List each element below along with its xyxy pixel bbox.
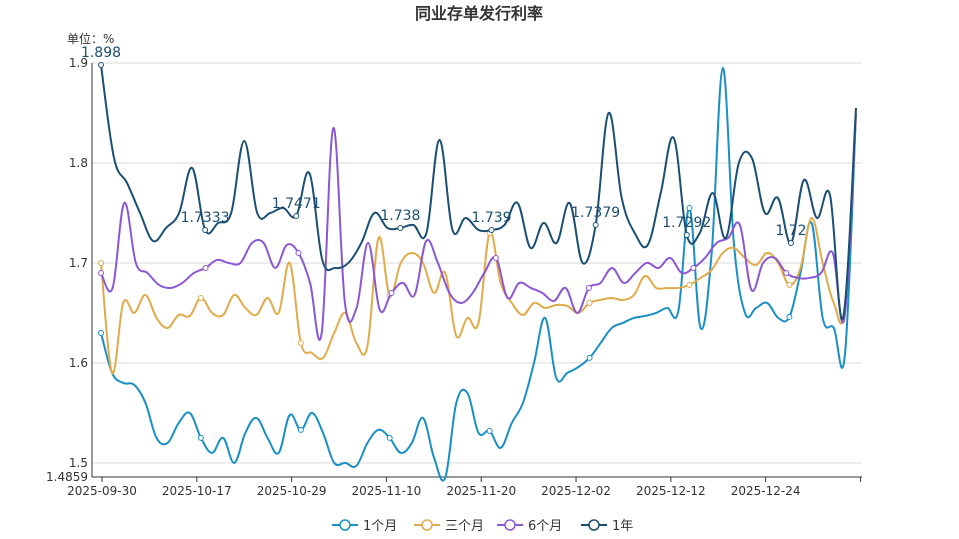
x-tick-label: 2025-12-24 bbox=[731, 484, 801, 498]
legend-label: 三个月 bbox=[445, 519, 484, 534]
series-point-marker bbox=[98, 61, 104, 68]
series-point-marker bbox=[586, 299, 593, 306]
series-point-marker bbox=[197, 434, 204, 441]
series-point-marker bbox=[585, 284, 592, 291]
series-point-marker bbox=[683, 231, 690, 238]
x-tick-label: 2025-11-10 bbox=[352, 484, 422, 498]
legend-circle-icon bbox=[339, 519, 351, 531]
legend-item-2[interactable]: 三个月 bbox=[414, 519, 484, 534]
series-line bbox=[100, 66, 857, 482]
series-point-marker bbox=[786, 281, 793, 288]
x-tick-label: 2025-10-17 bbox=[162, 484, 232, 498]
legend-circle-icon bbox=[421, 519, 433, 531]
series-point-marker bbox=[197, 294, 204, 301]
series-point-marker bbox=[486, 427, 493, 434]
y-tick-label: 1.4859 bbox=[46, 470, 88, 484]
data-label: 1.7292 bbox=[662, 215, 711, 231]
legend-label: 1年 bbox=[612, 519, 633, 534]
data-label: 1.898 bbox=[81, 45, 121, 61]
series-2 bbox=[98, 112, 857, 375]
x-tick-label: 2025-12-02 bbox=[541, 484, 611, 498]
data-label: 1.7333 bbox=[181, 210, 230, 226]
series-1 bbox=[98, 66, 857, 482]
series-point-marker bbox=[686, 281, 693, 288]
series-point-marker bbox=[293, 212, 300, 219]
series-point-marker bbox=[686, 204, 693, 211]
series-point-marker bbox=[397, 224, 404, 231]
y-tick-label: 1.5 bbox=[69, 456, 88, 470]
series-point-marker bbox=[98, 329, 104, 336]
series-point-marker bbox=[783, 269, 790, 276]
series-point-marker bbox=[295, 249, 302, 256]
series-point-marker bbox=[202, 264, 209, 271]
legend[interactable]: 1个月 三个月 6个月 1年 bbox=[332, 519, 633, 534]
series-point-marker bbox=[488, 226, 495, 233]
data-label: 1.739 bbox=[471, 210, 511, 226]
series-point-marker bbox=[586, 354, 593, 361]
x-tick-label: 2025-10-29 bbox=[257, 484, 327, 498]
series-point-marker bbox=[98, 269, 104, 276]
legend-item-1[interactable]: 1个月 bbox=[332, 519, 397, 534]
series-point-marker bbox=[592, 221, 599, 228]
series-point-marker bbox=[690, 264, 697, 271]
series-point-marker bbox=[297, 339, 304, 346]
data-labels: 1.898 1.7333 1.7471 1.738 1.739 1.7379 1.7292 1… bbox=[81, 45, 807, 239]
legend-item-3[interactable]: 6个月 bbox=[497, 519, 562, 534]
y-tick-label: 1.6 bbox=[69, 356, 88, 370]
x-tick-label: 2025-12-12 bbox=[636, 484, 706, 498]
series-point-marker bbox=[492, 254, 499, 261]
series-point-marker bbox=[787, 239, 794, 246]
legend-circle-icon bbox=[504, 519, 516, 531]
y-tick-label: 1.9 bbox=[69, 56, 88, 70]
data-label: 1.72 bbox=[775, 223, 806, 239]
series-3 bbox=[98, 112, 857, 341]
y-tick-label: 1.8 bbox=[69, 156, 88, 170]
series-layer bbox=[98, 61, 857, 482]
data-label: 1.738 bbox=[380, 208, 420, 224]
x-tick-label: 2025-11-20 bbox=[446, 484, 516, 498]
y-tick-label: 1.7 bbox=[69, 256, 88, 270]
legend-circle-icon bbox=[588, 519, 600, 531]
legend-label: 6个月 bbox=[528, 519, 562, 534]
series-line bbox=[100, 64, 857, 321]
series-line bbox=[100, 112, 857, 375]
data-label: 1.7471 bbox=[272, 196, 321, 212]
series-point-marker bbox=[202, 226, 209, 233]
data-label: 1.7379 bbox=[571, 205, 620, 221]
series-4 bbox=[98, 61, 857, 321]
legend-label: 1个月 bbox=[363, 519, 397, 534]
series-point-marker bbox=[388, 289, 395, 296]
chart-title: 同业存单发行利率 bbox=[415, 4, 543, 23]
series-point-marker bbox=[98, 259, 104, 266]
x-tick-label: 2025-09-30 bbox=[67, 484, 137, 498]
legend-item-4[interactable]: 1年 bbox=[581, 519, 633, 534]
series-point-marker bbox=[386, 434, 393, 441]
series-point-marker bbox=[786, 313, 793, 320]
series-line bbox=[100, 112, 857, 341]
y-axis-unit-label: 单位：% bbox=[67, 31, 114, 46]
series-point-marker bbox=[297, 426, 304, 433]
